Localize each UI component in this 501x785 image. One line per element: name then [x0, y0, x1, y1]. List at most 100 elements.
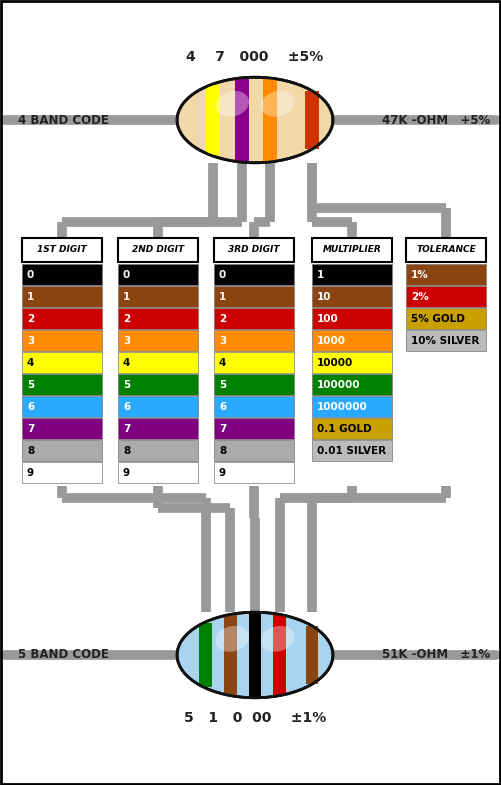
FancyBboxPatch shape	[214, 264, 294, 285]
Text: 5: 5	[219, 379, 226, 389]
FancyBboxPatch shape	[406, 238, 486, 262]
FancyBboxPatch shape	[118, 418, 198, 439]
Bar	[206, 85, 220, 155]
FancyBboxPatch shape	[214, 374, 294, 395]
FancyBboxPatch shape	[214, 352, 294, 373]
Text: 1: 1	[27, 291, 34, 301]
Text: 1: 1	[123, 291, 130, 301]
Text: 8: 8	[219, 446, 226, 455]
Text: 2: 2	[27, 313, 34, 323]
FancyBboxPatch shape	[214, 418, 294, 439]
FancyBboxPatch shape	[214, 308, 294, 329]
FancyBboxPatch shape	[214, 440, 294, 461]
FancyBboxPatch shape	[118, 462, 198, 483]
FancyBboxPatch shape	[118, 374, 198, 395]
Text: 9: 9	[123, 468, 130, 477]
FancyBboxPatch shape	[22, 308, 102, 329]
FancyBboxPatch shape	[312, 308, 392, 329]
Text: 4 BAND CODE: 4 BAND CODE	[18, 114, 109, 126]
FancyBboxPatch shape	[22, 330, 102, 351]
Bar	[306, 626, 319, 684]
FancyBboxPatch shape	[406, 330, 486, 351]
FancyBboxPatch shape	[312, 396, 392, 417]
Text: 0: 0	[27, 269, 34, 279]
Text: 8: 8	[123, 446, 130, 455]
FancyBboxPatch shape	[22, 418, 102, 439]
FancyBboxPatch shape	[312, 264, 392, 285]
Text: 2%: 2%	[411, 291, 429, 301]
FancyBboxPatch shape	[118, 440, 198, 461]
FancyBboxPatch shape	[118, 264, 198, 285]
Text: 9: 9	[27, 468, 34, 477]
FancyBboxPatch shape	[312, 440, 392, 461]
Ellipse shape	[261, 626, 295, 652]
FancyBboxPatch shape	[406, 308, 486, 329]
Text: TOLERANCE: TOLERANCE	[416, 246, 476, 254]
Bar	[224, 615, 237, 695]
Text: 2: 2	[123, 313, 130, 323]
Text: 1: 1	[317, 269, 324, 279]
Text: 7: 7	[123, 423, 130, 433]
Text: 1000: 1000	[317, 335, 346, 345]
Text: 4: 4	[219, 357, 226, 367]
Text: 3RD DIGIT: 3RD DIGIT	[228, 246, 280, 254]
Text: 5% GOLD: 5% GOLD	[411, 313, 465, 323]
Text: 4    7   000    ±5%: 4 7 000 ±5%	[186, 50, 324, 64]
Bar	[248, 613, 262, 697]
FancyBboxPatch shape	[214, 286, 294, 307]
Text: 6: 6	[123, 401, 130, 411]
Text: 5 BAND CODE: 5 BAND CODE	[18, 648, 109, 662]
Text: 6: 6	[27, 401, 34, 411]
FancyBboxPatch shape	[118, 352, 198, 373]
FancyBboxPatch shape	[22, 352, 102, 373]
Text: 1: 1	[219, 291, 226, 301]
Text: 1000000: 1000000	[317, 401, 368, 411]
FancyBboxPatch shape	[22, 396, 102, 417]
Text: 3: 3	[219, 335, 226, 345]
Text: 6: 6	[219, 401, 226, 411]
Ellipse shape	[215, 91, 249, 117]
Text: 2ND DIGIT: 2ND DIGIT	[132, 246, 184, 254]
Text: 100: 100	[317, 313, 339, 323]
FancyBboxPatch shape	[312, 352, 392, 373]
Text: 10: 10	[317, 291, 332, 301]
Text: 47K -OHM   +5%: 47K -OHM +5%	[382, 114, 490, 126]
Text: 9: 9	[219, 468, 226, 477]
FancyBboxPatch shape	[214, 396, 294, 417]
FancyBboxPatch shape	[312, 238, 392, 262]
Text: 7: 7	[27, 423, 35, 433]
FancyBboxPatch shape	[22, 264, 102, 285]
Text: 5   1   0  00    ±1%: 5 1 0 00 ±1%	[184, 710, 326, 725]
Bar	[273, 615, 286, 695]
Bar	[234, 78, 249, 161]
FancyBboxPatch shape	[214, 462, 294, 483]
Text: 2: 2	[219, 313, 226, 323]
Text: 8: 8	[27, 446, 34, 455]
Text: 10% SILVER: 10% SILVER	[411, 335, 479, 345]
Text: 1ST DIGIT: 1ST DIGIT	[37, 246, 87, 254]
FancyBboxPatch shape	[312, 374, 392, 395]
FancyBboxPatch shape	[22, 238, 102, 262]
Text: 10000: 10000	[317, 357, 353, 367]
Text: 51K -OHM   ±1%: 51K -OHM ±1%	[382, 648, 490, 662]
Text: 5: 5	[27, 379, 34, 389]
FancyBboxPatch shape	[118, 396, 198, 417]
Ellipse shape	[177, 612, 333, 698]
Text: 5: 5	[123, 379, 130, 389]
FancyBboxPatch shape	[214, 238, 294, 262]
Text: 0: 0	[123, 269, 130, 279]
FancyBboxPatch shape	[312, 330, 392, 351]
Bar	[305, 91, 319, 148]
Text: 3: 3	[123, 335, 130, 345]
Text: 4: 4	[27, 357, 35, 367]
Text: 7: 7	[219, 423, 226, 433]
FancyBboxPatch shape	[312, 286, 392, 307]
Text: 0: 0	[219, 269, 226, 279]
Text: MULTIPLIER: MULTIPLIER	[323, 246, 381, 254]
FancyBboxPatch shape	[22, 286, 102, 307]
FancyBboxPatch shape	[118, 330, 198, 351]
FancyBboxPatch shape	[312, 418, 392, 439]
Ellipse shape	[261, 91, 295, 117]
Ellipse shape	[177, 77, 333, 162]
Text: 0.1 GOLD: 0.1 GOLD	[317, 423, 372, 433]
